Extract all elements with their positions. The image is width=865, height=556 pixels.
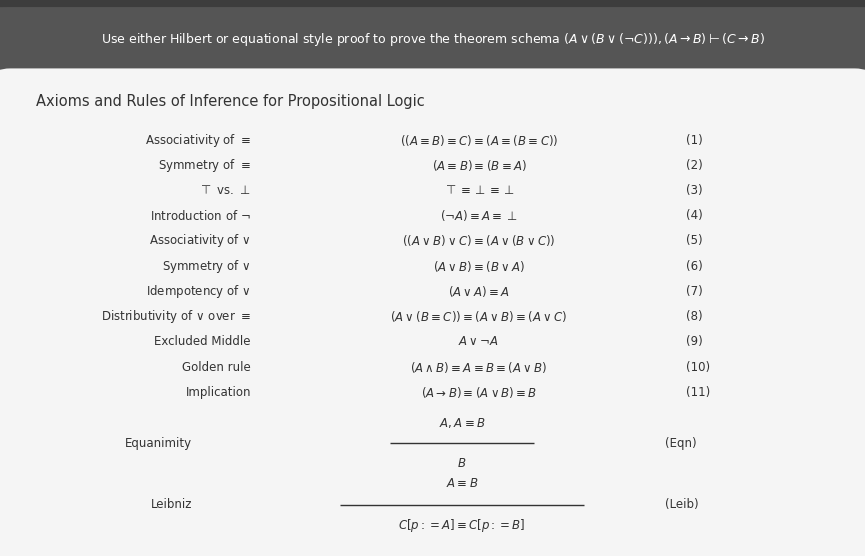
Text: Equanimity: Equanimity [125, 437, 192, 450]
Text: (11): (11) [686, 386, 710, 399]
Text: $((A \equiv B) \equiv C) \equiv (A \equiv (B \equiv C))$: $((A \equiv B) \equiv C) \equiv (A \equi… [400, 132, 558, 147]
Text: Use either Hilbert or equational style proof to prove the theorem schema $(A \ve: Use either Hilbert or equational style p… [100, 31, 765, 48]
Text: $B$: $B$ [458, 456, 467, 470]
Text: Symmetry of $\equiv$: Symmetry of $\equiv$ [158, 157, 251, 174]
Text: Distributivity of $\vee$ over $\equiv$: Distributivity of $\vee$ over $\equiv$ [101, 308, 251, 325]
Text: (Eqn): (Eqn) [664, 437, 696, 450]
Text: $(A \wedge B) \equiv A \equiv B \equiv (A \vee B)$: $(A \wedge B) \equiv A \equiv B \equiv (… [410, 360, 548, 375]
Text: (9): (9) [686, 335, 702, 349]
Text: Introduction of $\neg$: Introduction of $\neg$ [151, 208, 251, 223]
FancyBboxPatch shape [0, 68, 865, 556]
Text: $(A \equiv B) \equiv (B \equiv A)$: $(A \equiv B) \equiv (B \equiv A)$ [432, 158, 526, 173]
Text: Idempotency of $\vee$: Idempotency of $\vee$ [146, 283, 251, 300]
Text: $(A \vee A) \equiv A$: $(A \vee A) \equiv A$ [448, 284, 510, 299]
Text: $\top$ vs. $\bot$: $\top$ vs. $\bot$ [198, 184, 251, 197]
Text: (2): (2) [686, 159, 702, 172]
Text: (3): (3) [686, 184, 702, 197]
Text: (6): (6) [686, 260, 702, 272]
Text: $A, A \equiv B$: $A, A \equiv B$ [439, 416, 485, 430]
Text: (5): (5) [686, 235, 702, 247]
Text: Associativity of $\equiv$: Associativity of $\equiv$ [145, 132, 251, 148]
Text: (8): (8) [686, 310, 702, 323]
Text: (7): (7) [686, 285, 702, 298]
Text: $\top \equiv \bot \equiv \bot$: $\top \equiv \bot \equiv \bot$ [443, 184, 515, 197]
Text: $(A \vee B) \equiv (B \vee A)$: $(A \vee B) \equiv (B \vee A)$ [432, 259, 525, 274]
Text: (Leib): (Leib) [664, 498, 698, 511]
Text: Leibniz: Leibniz [151, 498, 192, 511]
Text: $A \equiv B$: $A \equiv B$ [445, 477, 478, 490]
Text: (10): (10) [686, 361, 710, 374]
Text: Implication: Implication [185, 386, 251, 399]
Text: Associativity of $\vee$: Associativity of $\vee$ [149, 232, 251, 250]
Text: $A \vee \neg A$: $A \vee \neg A$ [458, 335, 499, 349]
Text: Symmetry of $\vee$: Symmetry of $\vee$ [162, 257, 251, 275]
Text: $C[p := A] \equiv C[p := B]$: $C[p := A] \equiv C[p := B]$ [399, 517, 526, 534]
Text: $(A \rightarrow B) \equiv (A \vee B) \equiv B$: $(A \rightarrow B) \equiv (A \vee B) \eq… [420, 385, 537, 400]
Text: Excluded Middle: Excluded Middle [155, 335, 251, 349]
Text: (4): (4) [686, 209, 702, 222]
Text: $(A \vee (B \equiv C)) \equiv (A \vee B) \equiv (A \vee C)$: $(A \vee (B \equiv C)) \equiv (A \vee B)… [390, 309, 567, 324]
Text: Axioms and Rules of Inference for Propositional Logic: Axioms and Rules of Inference for Propos… [35, 95, 425, 110]
Text: Golden rule: Golden rule [183, 361, 251, 374]
Text: $((A \vee B) \vee C) \equiv (A \vee (B \vee C))$: $((A \vee B) \vee C) \equiv (A \vee (B \… [402, 234, 555, 249]
FancyBboxPatch shape [0, 7, 865, 72]
Text: $(\neg A) \equiv A \equiv \bot$: $(\neg A) \equiv A \equiv \bot$ [440, 208, 517, 224]
Text: (1): (1) [686, 133, 702, 147]
